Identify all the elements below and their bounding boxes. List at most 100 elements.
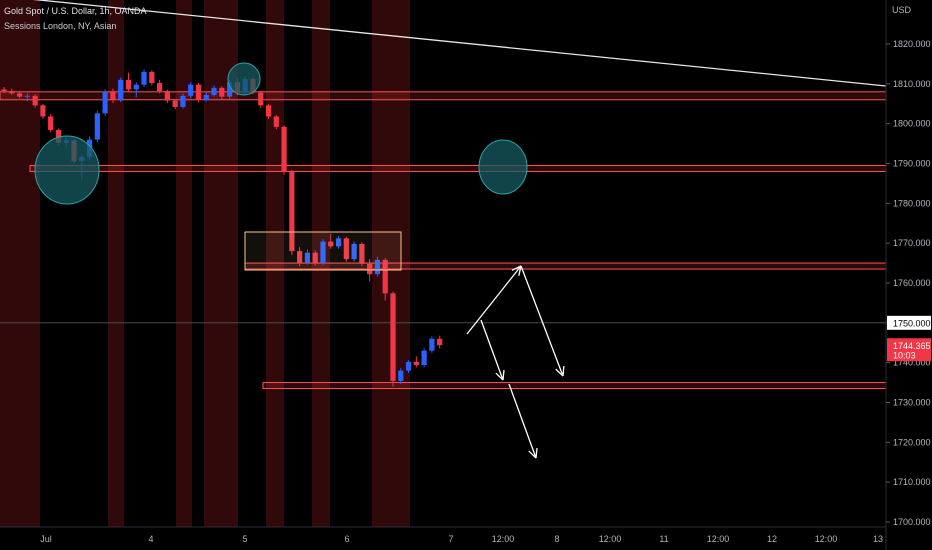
candle-body bbox=[110, 91, 116, 100]
highlight-circle bbox=[478, 139, 528, 195]
last-price-label: 1744.365 bbox=[893, 341, 931, 351]
candle bbox=[328, 233, 334, 249]
time-tick-label: 12:00 bbox=[707, 534, 730, 544]
price-tick-label: 1760.000 bbox=[893, 278, 931, 288]
price-tick-label: 1710.000 bbox=[893, 477, 931, 487]
consolidation-box bbox=[244, 231, 402, 271]
candle-body bbox=[320, 241, 326, 264]
candle-body bbox=[141, 71, 147, 85]
chart-legend: Gold Spot / U.S. Dollar, 1h, OANDA Sessi… bbox=[4, 4, 147, 34]
candle bbox=[413, 356, 419, 368]
crosshair-price-label: 1750.000 bbox=[893, 318, 931, 328]
symbol-title: Gold Spot / U.S. Dollar, 1h, OANDA bbox=[4, 6, 147, 16]
time-tick-label: 8 bbox=[554, 534, 559, 544]
candle-body bbox=[180, 95, 186, 107]
candle bbox=[118, 77, 124, 103]
candle bbox=[398, 368, 404, 385]
candle bbox=[429, 336, 435, 354]
candle bbox=[320, 239, 326, 265]
price-tick-label: 1820.000 bbox=[893, 39, 931, 49]
candle-body bbox=[48, 116, 54, 131]
candle-body bbox=[265, 105, 272, 117]
candle-body bbox=[55, 130, 62, 143]
candle-body bbox=[421, 350, 427, 366]
candle bbox=[40, 103, 46, 119]
arrow-head bbox=[555, 368, 564, 377]
zone-rect bbox=[29, 164, 887, 172]
candle bbox=[195, 83, 202, 103]
candle-body bbox=[405, 361, 412, 371]
arrow bbox=[520, 265, 565, 377]
candle-body bbox=[24, 95, 30, 97]
candle bbox=[110, 88, 116, 103]
candle-body bbox=[32, 95, 38, 106]
time-axis[interactable]: Jul 4 5 6 7 12:00 8 12:00 11 12:00 12 12:00 13 bbox=[0, 526, 886, 544]
candle bbox=[312, 250, 318, 266]
candle-body bbox=[195, 84, 202, 100]
candle bbox=[359, 242, 365, 267]
candle bbox=[437, 335, 443, 349]
price-tick-label: 1720.000 bbox=[893, 437, 931, 447]
candle-body bbox=[211, 87, 217, 95]
candle bbox=[9, 88, 15, 95]
arrow-head bbox=[535, 447, 538, 459]
candle bbox=[102, 89, 108, 116]
candle-body bbox=[351, 243, 357, 260]
time-tick-label: 6 bbox=[344, 534, 349, 544]
highlight-circles bbox=[34, 62, 528, 205]
arrow-head bbox=[562, 365, 565, 377]
candle-body bbox=[374, 259, 381, 275]
candle bbox=[219, 86, 225, 99]
candle-body bbox=[102, 91, 108, 114]
candle-body bbox=[172, 100, 178, 107]
arrow-head bbox=[528, 450, 537, 459]
candle-body bbox=[359, 243, 365, 264]
zone-rect bbox=[262, 382, 887, 390]
candle-body bbox=[367, 263, 373, 275]
candle-body bbox=[219, 87, 225, 97]
candle bbox=[125, 72, 132, 92]
candle-body bbox=[297, 251, 303, 264]
trend-line bbox=[32, 0, 887, 87]
candle-body bbox=[437, 338, 443, 346]
candle bbox=[141, 69, 147, 88]
candle bbox=[164, 89, 170, 103]
currency-label: USD bbox=[892, 5, 912, 15]
time-tick-label: 12:00 bbox=[599, 534, 622, 544]
session-stripe bbox=[176, 0, 192, 527]
candle bbox=[149, 70, 155, 86]
candle-body bbox=[94, 113, 100, 140]
price-tick-label: 1700.000 bbox=[893, 517, 931, 527]
candle-body bbox=[281, 126, 287, 172]
candle-body bbox=[273, 116, 279, 127]
price-tick-label: 1790.000 bbox=[893, 158, 931, 168]
candle bbox=[203, 92, 209, 102]
last-price-bg bbox=[887, 338, 931, 362]
candle-body bbox=[304, 252, 311, 264]
time-tick-label: 12 bbox=[767, 534, 777, 544]
time-tick-label: Jul bbox=[40, 534, 52, 544]
candle-body bbox=[125, 79, 132, 90]
arrow bbox=[466, 265, 522, 335]
candle bbox=[94, 110, 100, 142]
candle bbox=[24, 93, 30, 102]
session-stripe bbox=[108, 0, 124, 527]
indicator-title: Sessions London, NY, Asian bbox=[4, 21, 117, 31]
candle-body bbox=[343, 238, 349, 260]
price-axis[interactable]: USD 1820.000 1810.000 1800.000 1790.000 1780.… bbox=[885, 0, 931, 550]
time-tick-label: 12:00 bbox=[815, 534, 838, 544]
candle bbox=[335, 235, 342, 249]
candle bbox=[16, 90, 23, 99]
candle bbox=[281, 125, 287, 175]
arrow-line bbox=[480, 319, 504, 381]
candle bbox=[258, 90, 264, 108]
candles-group bbox=[1, 69, 443, 387]
candle bbox=[273, 114, 279, 130]
arrow bbox=[508, 383, 538, 459]
crosshair-price-bg bbox=[887, 315, 931, 330]
arrow bbox=[480, 319, 505, 381]
candle-body bbox=[227, 82, 233, 97]
arrow-head bbox=[495, 372, 504, 381]
price-tick-label: 1800.000 bbox=[893, 119, 931, 129]
